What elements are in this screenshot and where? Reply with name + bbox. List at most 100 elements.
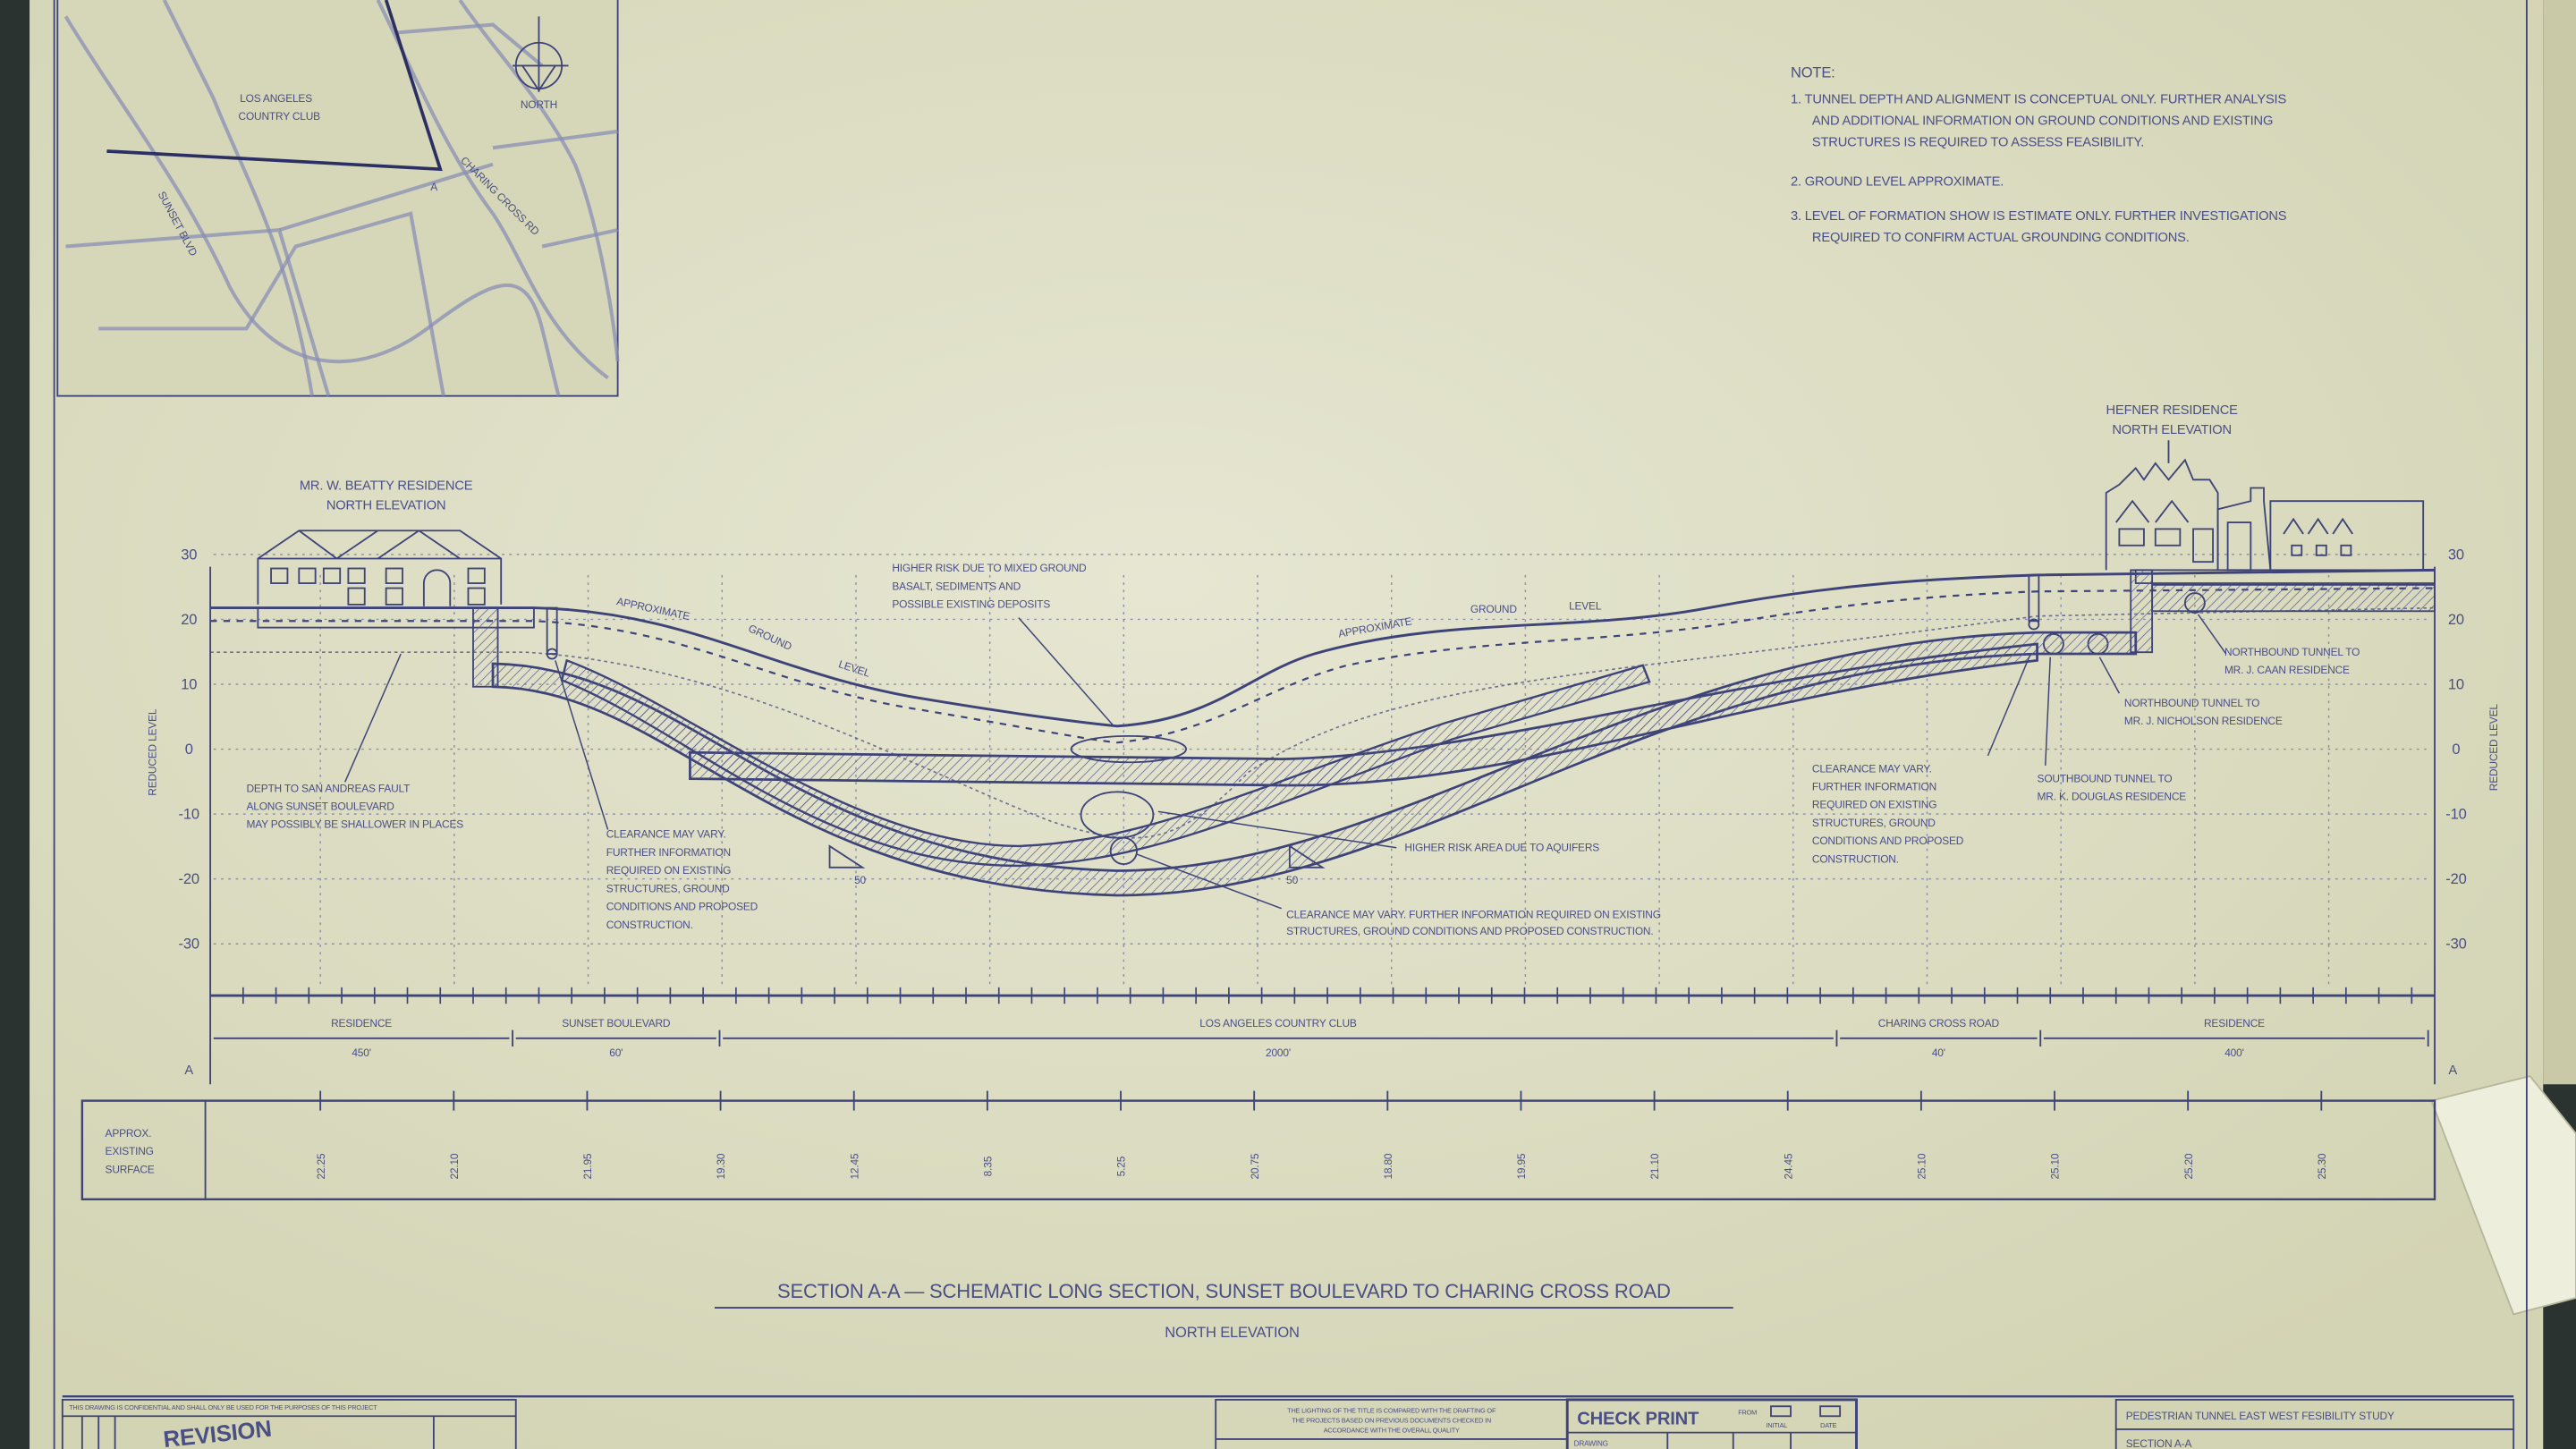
disclaimer: THIS DRAWING IS CONFIDENTIAL AND SHALL O… (69, 1403, 377, 1411)
annotation-clearance-right: REQUIRED ON EXISTING (1812, 799, 1936, 811)
slope-mark: 50 (1286, 874, 1298, 886)
beatty-residence-elevation (257, 530, 535, 629)
check-field-from: FROM (1738, 1408, 1757, 1416)
paper-edge (2543, 0, 2576, 1085)
right-axis: 30 20 10 0 -10 -20 -30 (2445, 546, 2467, 952)
right-axis-label: REDUCED LEVEL (2487, 704, 2500, 792)
segments: RESIDENCE 450' SUNSET BOULEVARD 60' LOS ANGE… (213, 1017, 2429, 1059)
note-3: 3. LEVEL OF FORMATION SHOW IS ESTIMATE O… (1791, 209, 2287, 224)
location-map: NORTH LOS ANGELES COUNTRY CLUB SUNSET BL… (56, 0, 620, 397)
axis-tick-label: 0 (185, 741, 193, 758)
surface-value: 18.80 (1382, 1153, 1394, 1179)
surface-value: 22.25 (315, 1153, 327, 1179)
surface-value: 22.10 (448, 1153, 461, 1179)
ground-level-dashed-line (210, 587, 2436, 744)
annotation-douglas: MR. K. DOUGLAS RESIDENCE (2038, 790, 2187, 802)
axis-tick-label: -10 (179, 806, 199, 823)
segment-label: CHARING CROSS ROAD (1878, 1017, 2000, 1030)
annotation-clearance-right: FURTHER INFORMATION (1812, 780, 1936, 792)
surface-value: 25.30 (2316, 1153, 2328, 1179)
annotation-clearance-right: CONDITIONS AND PROPOSED (1812, 835, 1964, 847)
annotation-clearance-left: CLEARANCE MAY VARY. (606, 828, 726, 841)
note-1: 1. TUNNEL DEPTH AND ALIGNMENT IS CONCEPT… (1791, 93, 2286, 107)
aquifer-zone-small (1109, 836, 1138, 866)
axis-tick-label: 20 (2448, 611, 2464, 628)
annotation-nicholson: MR. J. NICHOLSON RESIDENCE (2124, 715, 2283, 727)
segment-length: 40' (1932, 1046, 1945, 1059)
note-3: REQUIRED TO CONFIRM ACTUAL GROUNDING CON… (1812, 231, 2190, 245)
axis-tick-label: 30 (181, 546, 197, 563)
map-club-label: LOS ANGELES (240, 92, 312, 105)
annotation-caan: MR. J. CAAN RESIDENCE (2224, 664, 2350, 676)
check-print-label: CHECK PRINT (1577, 1409, 1699, 1428)
drawing-label: DRAWING (1574, 1439, 1608, 1447)
surface-value: 25.10 (1915, 1153, 1928, 1179)
annotation-mixed-ground: HIGHER RISK DUE TO MIXED GROUND (892, 562, 1087, 574)
project-name: PEDESTRIAN TUNNEL EAST WEST FESIBILITY S… (2126, 1410, 2394, 1422)
annotation-caan: NORTHBOUND TUNNEL TO (2224, 646, 2360, 658)
annotation-clearance-left: CONSTRUCTION. (606, 919, 693, 931)
axis-tick-label: -20 (179, 870, 199, 887)
annotation-clearance-mid: STRUCTURES, GROUND CONDITIONS AND PROPOS… (1286, 925, 1653, 937)
surface-value: 19.95 (1515, 1153, 1528, 1179)
surface-value: 20.75 (1249, 1153, 1261, 1179)
check-field-date: DATE (1820, 1421, 1837, 1429)
surface-value: 5.25 (1115, 1156, 1128, 1176)
annotation-fault: ALONG SUNSET BOULEVARD (247, 801, 395, 813)
annotation-douglas: SOUTHBOUND TUNNEL TO (2038, 772, 2173, 784)
segment-length: 2000' (1266, 1046, 1291, 1059)
ground-label-right: LEVEL (1569, 599, 1602, 612)
beatty-residence-sublabel: NORTH ELEVATION (326, 498, 446, 513)
level-grid (213, 554, 2432, 987)
annotation-aquifers: HIGHER RISK AREA DUE TO AQUIFERS (1404, 841, 1599, 853)
notes: NOTE: 1. TUNNEL DEPTH AND ALIGNMENT IS C… (1791, 64, 2287, 245)
hefner-residence-sublabel: NORTH ELEVATION (2112, 423, 2232, 437)
surface-value: 25.20 (2182, 1153, 2195, 1179)
axis-tick-label: 0 (2452, 741, 2460, 758)
axis-tick-label: -10 (2445, 806, 2466, 823)
aquifer-zone (1080, 791, 1155, 839)
sheet-name: SECTION A-A (2126, 1437, 2192, 1449)
axis-tick-label: 10 (2448, 676, 2464, 693)
annotation-clearance-right: CLEARANCE MAY VARY. (1812, 762, 1932, 775)
axis-tick-label: 20 (181, 611, 197, 628)
note-2: 2. GROUND LEVEL APPROXIMATE. (1791, 175, 2004, 190)
map-section-marker: A (430, 181, 437, 193)
surface-value: 21.10 (1648, 1153, 1661, 1179)
map-club-label: COUNTRY CLUB (239, 110, 321, 123)
surface-value: 25.10 (2049, 1153, 2062, 1179)
segment-label: SUNSET BOULEVARD (562, 1017, 671, 1030)
surface-value: 19.30 (715, 1153, 727, 1179)
hefner-residence-label: HEFNER RESIDENCE (2106, 403, 2239, 418)
section-title: SECTION A-A — SCHEMATIC LONG SECTION, SU… (777, 1280, 1671, 1302)
compliance-note: ACCORDANCE WITH THE OVERALL QUALITY (1324, 1427, 1460, 1435)
section-marker-right: A (2448, 1063, 2457, 1078)
annotation-clearance-right: CONSTRUCTION. (1812, 852, 1899, 865)
annotation-clearance-left: FURTHER INFORMATION (606, 846, 731, 859)
segment-length: 60' (609, 1046, 623, 1059)
surface-row-label: APPROX. (106, 1127, 152, 1140)
segment-length: 400' (2224, 1046, 2243, 1059)
note-1: STRUCTURES IS REQUIRED TO ASSESS FEASIBI… (1812, 135, 2144, 149)
compliance-note: THE LIGHTING OF THE TITLE IS COMPARED WI… (1287, 1407, 1496, 1415)
annotation-clearance-left: REQUIRED ON EXISTING (606, 864, 731, 877)
leader-lines (344, 614, 2227, 910)
title-block (61, 1395, 2515, 1449)
axis-tick-label: -30 (179, 936, 199, 953)
left-axis: 30 20 10 0 -10 -20 -30 (179, 546, 200, 953)
surface-row-label: EXISTING (106, 1145, 154, 1157)
note-1: AND ADDITIONAL INFORMATION ON GROUND CON… (1812, 114, 2273, 129)
annotation-clearance-left: STRUCTURES, GROUND (606, 882, 730, 894)
beatty-residence-label: MR. W. BEATTY RESIDENCE (300, 479, 473, 493)
annotation-mixed-ground: POSSIBLE EXISTING DEPOSITS (892, 598, 1050, 611)
annotations: HIGHER RISK DUE TO MIXED GROUND BASALT, S… (247, 562, 2360, 937)
risk-zones (828, 734, 1326, 869)
axis-tick-label: 10 (181, 676, 197, 693)
segment-label: RESIDENCE (331, 1017, 392, 1030)
annotation-fault: DEPTH TO SAN ANDREAS FAULT (247, 782, 411, 794)
north-arrow-icon (513, 16, 569, 92)
slope-markers (828, 844, 1326, 869)
annotation-nicholson: NORTHBOUND TUNNEL TO (2124, 697, 2259, 709)
annotation-clearance-right: STRUCTURES, GROUND (1812, 817, 1936, 829)
